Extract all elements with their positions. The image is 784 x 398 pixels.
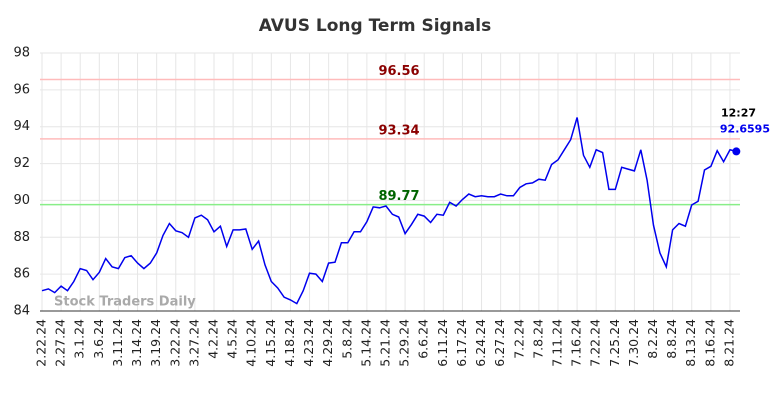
last-value-label: 92.6595 [720,122,770,135]
x-tick-label: 5.21.24 [377,319,392,367]
x-tick-label: 7.22.24 [588,319,603,367]
reference-label: 96.56 [378,64,419,79]
last-point [732,147,741,156]
price-line [41,117,737,305]
x-tick-label: 8.21.24 [721,319,736,367]
x-tick-label: 2.22.24 [34,319,49,367]
y-tick-label: 96 [13,82,30,97]
x-tick-label: 7.25.24 [607,319,622,367]
y-tick-label: 98 [13,46,30,61]
x-tick-label: 4.29.24 [320,319,335,367]
x-tick-label: 8.16.24 [702,319,717,367]
x-tick-label: 2.27.24 [53,319,68,367]
x-tick-label: 6.11.24 [435,319,450,367]
y-tick-label: 92 [13,156,30,171]
x-tick-label: 3.6.24 [91,319,106,359]
x-tick-label: 6.24.24 [473,319,488,367]
x-tick-label: 6.6.24 [416,319,431,359]
x-tick-label: 7.30.24 [626,319,641,367]
x-tick-label: 4.15.24 [263,319,278,367]
y-tick-label: 90 [13,193,30,208]
x-tick-label: 8.13.24 [683,319,698,367]
watermark: Stock Traders Daily [54,295,196,310]
x-tick-label: 4.18.24 [282,319,297,367]
chart-title: AVUS Long Term Signals [259,16,491,36]
x-tick-label: 4.2.24 [205,319,220,359]
x-tick-label: 3.27.24 [186,319,201,367]
y-tick-label: 88 [13,230,30,245]
x-tick-label: 4.10.24 [244,319,259,367]
y-tick-label: 94 [13,119,30,134]
x-tick-label: 7.2.24 [511,319,526,359]
x-tick-label: 3.11.24 [110,319,125,367]
x-tick-label: 7.8.24 [530,319,545,359]
x-tick-label: 4.5.24 [225,319,240,359]
x-tick-label: 4.23.24 [301,319,316,367]
reference-label: 89.77 [378,189,419,204]
x-tick-label: 6.17.24 [454,319,469,367]
x-tick-label: 3.22.24 [167,319,182,367]
x-tick-label: 6.27.24 [492,319,507,367]
x-tick-label: 8.2.24 [645,319,660,359]
x-tick-label: 3.14.24 [129,319,144,367]
x-tick-label: 8.8.24 [664,319,679,359]
x-tick-label: 7.16.24 [569,319,584,367]
x-tick-label: 3.1.24 [72,319,87,359]
x-tick-label: 5.8.24 [339,319,354,359]
x-tick-label: 5.29.24 [397,319,412,367]
time-label: 12:27 [721,106,756,119]
reference-label: 93.34 [378,123,419,138]
y-tick-label: 84 [13,304,30,319]
x-tick-label: 3.19.24 [148,319,163,367]
x-tick-label: 5.14.24 [358,319,373,367]
y-tick-label: 86 [13,267,30,282]
x-tick-label: 7.11.24 [549,319,564,367]
